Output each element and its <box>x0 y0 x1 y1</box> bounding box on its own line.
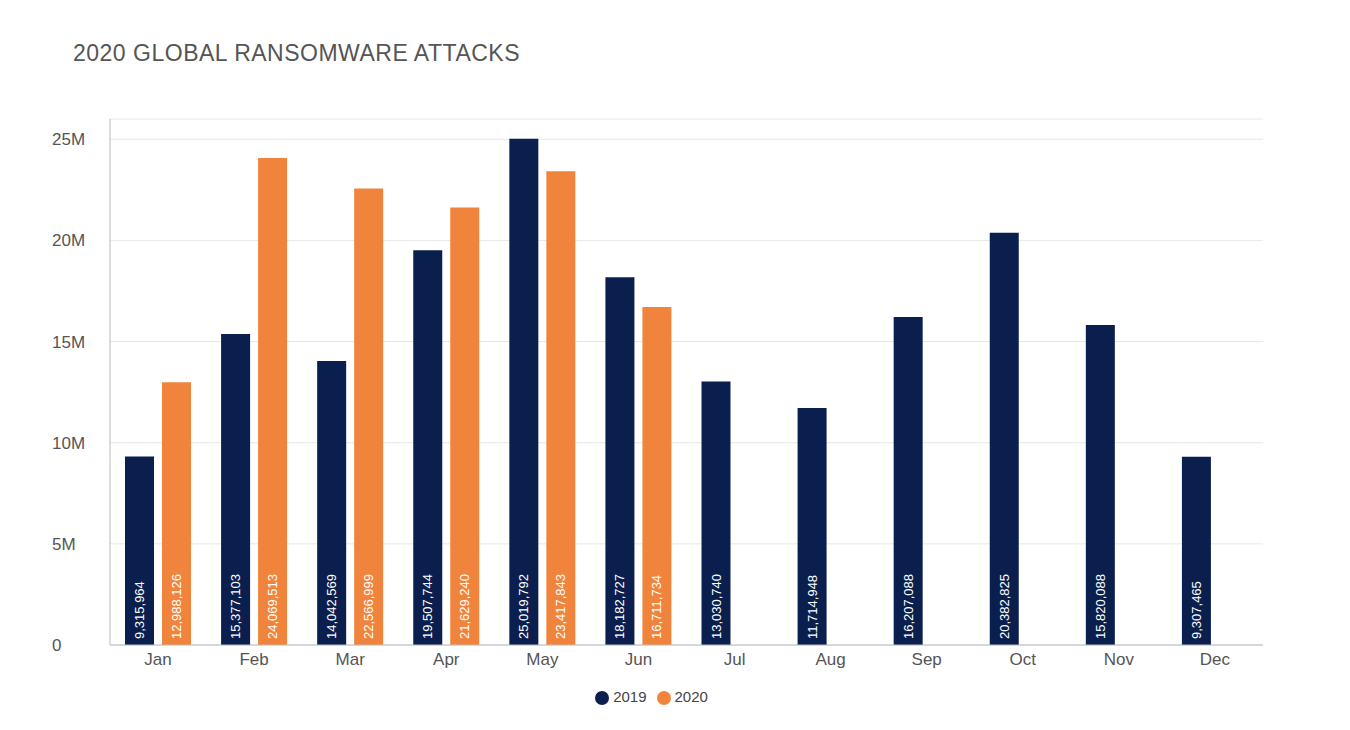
html-text:2020: 2020 <box>674 688 708 705</box>
svg-text:15,820,088: 15,820,088 <box>1093 574 1108 639</box>
svg-text:14,042,569: 14,042,569 <box>324 574 339 639</box>
svg-text:21,629,240: 21,629,240 <box>457 574 472 639</box>
svg-text:13,030,740: 13,030,740 <box>709 574 724 639</box>
svg-text:19,507,744: 19,507,744 <box>420 574 435 639</box>
svg-text:15M: 15M <box>52 333 85 352</box>
svg-text:20,382,825: 20,382,825 <box>997 574 1012 639</box>
svg-text:25,019,792: 25,019,792 <box>516 574 531 639</box>
svg-text:Oct: Oct <box>1010 650 1037 669</box>
svg-text:Sep: Sep <box>912 650 942 669</box>
svg-text:15,377,103: 15,377,103 <box>228 574 243 639</box>
svg-text:9,315,964: 9,315,964 <box>132 581 147 639</box>
svg-text:23,417,843: 23,417,843 <box>553 574 568 639</box>
svg-text:25M: 25M <box>52 130 85 149</box>
svg-text:May: May <box>526 650 559 669</box>
svg-text:16,711,734: 16,711,734 <box>649 575 664 639</box>
svg-text:Jan: Jan <box>144 650 171 669</box>
svg-text:Jul: Jul <box>724 650 746 669</box>
svg-text:12,988,126: 12,988,126 <box>169 574 184 639</box>
html-text:2020 GLOBAL RANSOMWARE ATTACKS: 2020 GLOBAL RANSOMWARE ATTACKS <box>73 40 520 66</box>
svg-text:5M: 5M <box>52 535 76 554</box>
svg-text:11,714,948: 11,714,948 <box>805 575 820 639</box>
svg-text:20M: 20M <box>52 231 85 250</box>
svg-text:10M: 10M <box>52 434 85 453</box>
svg-text:Nov: Nov <box>1104 650 1135 669</box>
svg-text:9,307,465: 9,307,465 <box>1189 581 1204 639</box>
svg-text:Dec: Dec <box>1200 650 1231 669</box>
svg-text:Aug: Aug <box>816 650 846 669</box>
svg-text:24,069,513: 24,069,513 <box>265 574 280 639</box>
svg-text:22,566,999: 22,566,999 <box>361 574 376 639</box>
html-text:2019: 2019 <box>613 688 647 705</box>
svg-text:Feb: Feb <box>239 650 268 669</box>
svg-text:16,207,088: 16,207,088 <box>901 574 916 639</box>
svg-text:0: 0 <box>52 636 61 655</box>
svg-text:Jun: Jun <box>625 650 652 669</box>
svg-text:Mar: Mar <box>336 650 366 669</box>
svg-text:18,182,727: 18,182,727 <box>612 574 627 639</box>
svg-text:Apr: Apr <box>433 650 460 669</box>
